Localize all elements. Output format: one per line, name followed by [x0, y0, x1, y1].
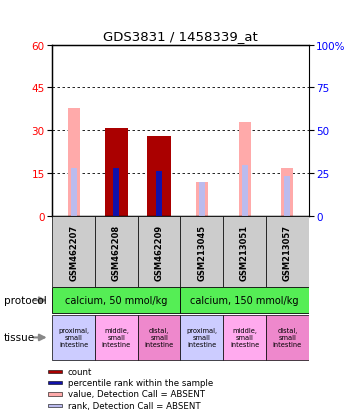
Bar — [52, 217, 95, 287]
Bar — [180, 287, 309, 313]
Text: percentile rank within the sample: percentile rank within the sample — [68, 378, 213, 387]
Text: rank, Detection Call = ABSENT: rank, Detection Call = ABSENT — [68, 401, 200, 410]
Bar — [266, 315, 309, 361]
Bar — [242, 166, 248, 217]
Bar — [48, 404, 62, 408]
Bar — [95, 315, 138, 361]
Bar — [156, 171, 162, 217]
Bar — [113, 168, 119, 217]
Bar — [52, 315, 95, 361]
Bar — [48, 381, 62, 384]
Bar — [239, 123, 251, 217]
Bar — [138, 315, 180, 361]
Text: calcium, 50 mmol/kg: calcium, 50 mmol/kg — [65, 295, 168, 306]
Bar — [147, 137, 171, 217]
Bar — [138, 217, 180, 287]
Bar — [105, 128, 128, 217]
Text: GSM462207: GSM462207 — [69, 224, 78, 280]
Bar — [196, 183, 208, 217]
Bar — [281, 168, 293, 217]
Bar — [223, 217, 266, 287]
Title: GDS3831 / 1458339_at: GDS3831 / 1458339_at — [103, 30, 258, 43]
Text: GSM462209: GSM462209 — [155, 224, 164, 280]
Bar — [223, 315, 266, 361]
Text: calcium, 150 mmol/kg: calcium, 150 mmol/kg — [190, 295, 299, 306]
Text: middle,
small
intestine: middle, small intestine — [230, 328, 259, 348]
Text: tissue: tissue — [4, 332, 35, 343]
Text: distal,
small
intestine: distal, small intestine — [273, 328, 302, 348]
Text: proximal,
small
intestine: proximal, small intestine — [58, 328, 89, 348]
Text: value, Detection Call = ABSENT: value, Detection Call = ABSENT — [68, 389, 205, 398]
Bar — [199, 183, 205, 217]
Bar — [95, 217, 138, 287]
Text: count: count — [68, 367, 92, 376]
Bar — [284, 177, 290, 217]
Bar — [52, 287, 180, 313]
Text: GSM462208: GSM462208 — [112, 224, 121, 280]
Bar — [266, 217, 309, 287]
Bar — [68, 108, 80, 217]
Bar — [180, 217, 223, 287]
Text: GSM213051: GSM213051 — [240, 224, 249, 280]
Bar — [48, 392, 62, 396]
Text: middle,
small
intestine: middle, small intestine — [102, 328, 131, 348]
Text: protocol: protocol — [4, 295, 46, 306]
Bar — [180, 315, 223, 361]
Text: GSM213045: GSM213045 — [197, 224, 206, 280]
Text: GSM213057: GSM213057 — [283, 224, 292, 280]
Text: proximal,
small
intestine: proximal, small intestine — [186, 328, 217, 348]
Text: distal,
small
intestine: distal, small intestine — [144, 328, 174, 348]
Bar — [71, 168, 77, 217]
Bar — [48, 370, 62, 373]
